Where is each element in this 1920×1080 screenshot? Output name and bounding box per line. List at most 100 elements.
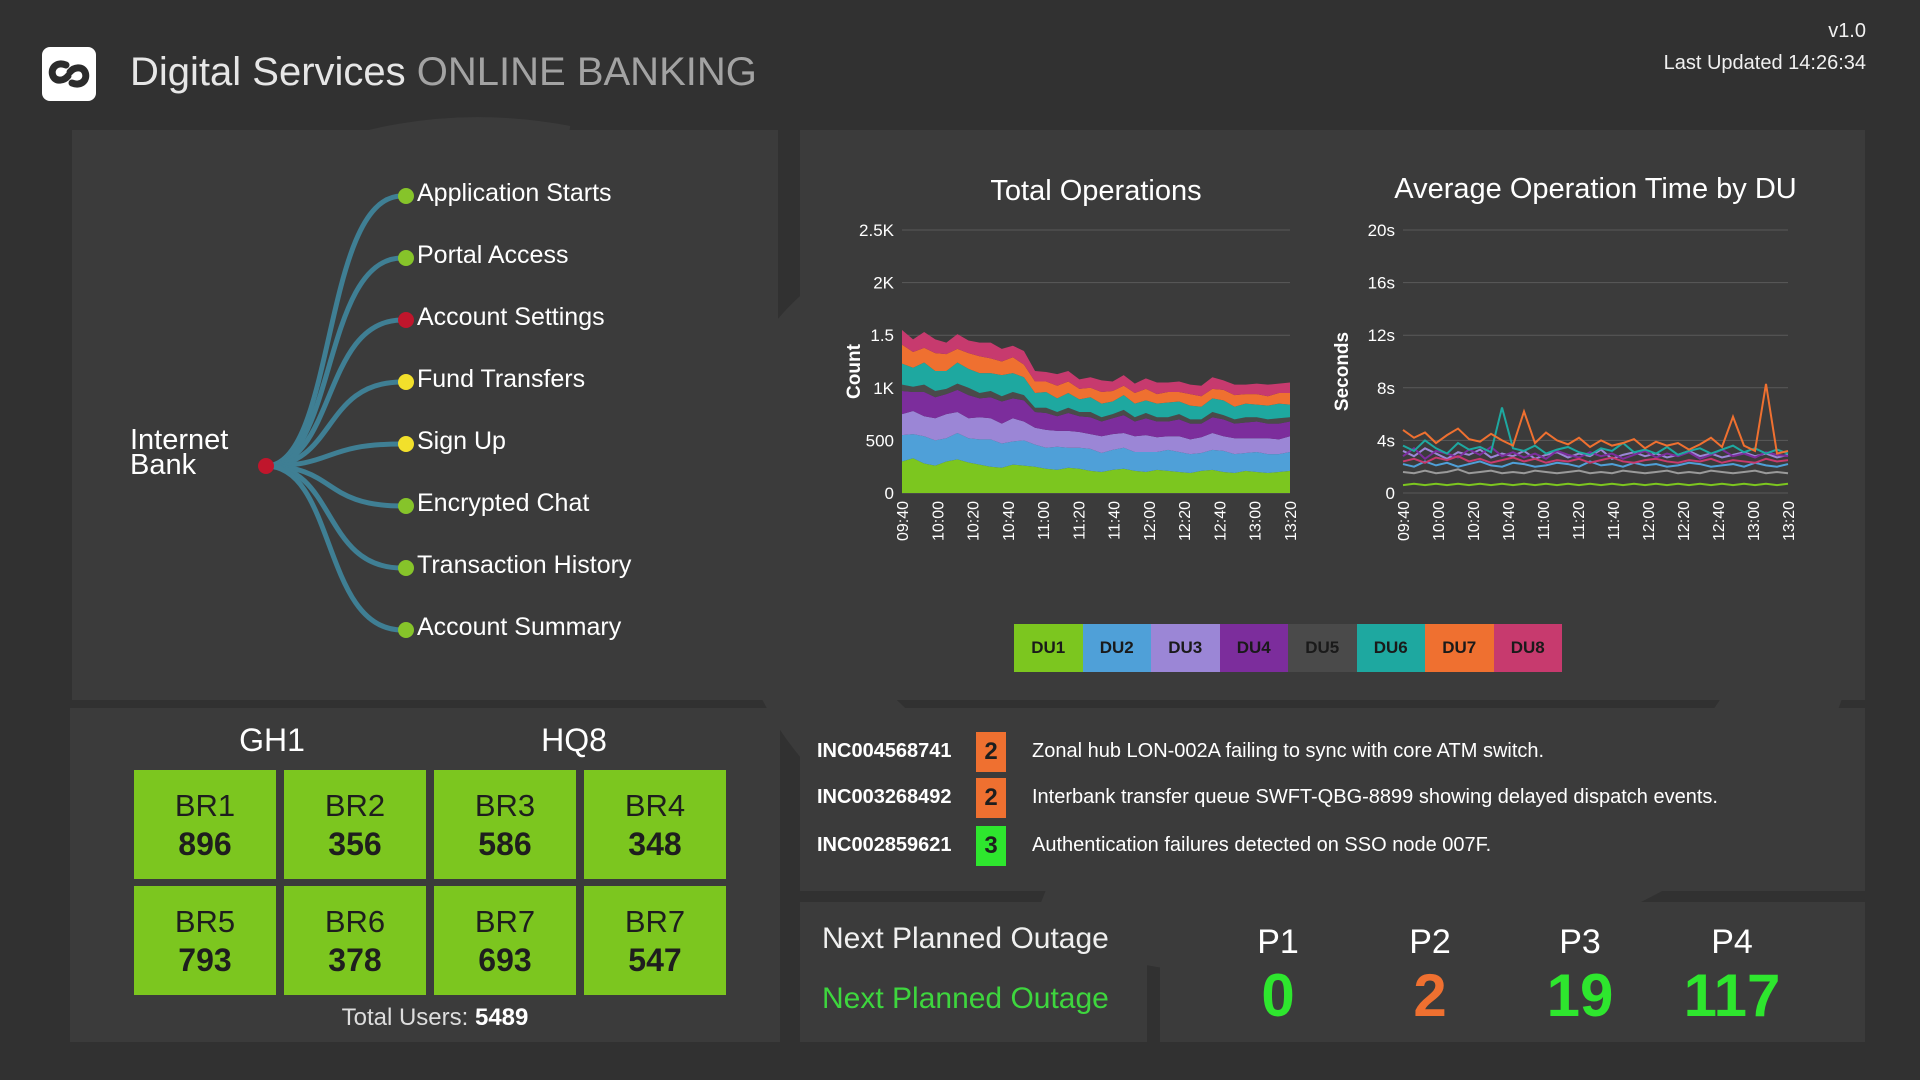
page-title: Digital Services ONLINE BANKING [130, 50, 757, 95]
x-tick-label: 10:40 [1501, 501, 1518, 541]
y-tick-label: 2.5K [859, 221, 895, 240]
tree-item[interactable]: Encrypted Chat [398, 489, 590, 523]
tree-item[interactable]: Account Summary [398, 613, 622, 647]
x-tick-label: 12:40 [1711, 501, 1728, 541]
priority-value: 117 [1683, 962, 1781, 1029]
branch-tile[interactable]: BR2 356 [284, 770, 426, 879]
x-tick-label: 12:20 [1676, 501, 1693, 541]
avg-operation-time-chart: Average Operation Time by DU Seconds 0 4s 8s… [1332, 173, 1798, 541]
total-users-value: 5489 [474, 1004, 529, 1031]
branch-tile[interactable]: BR1 896 [134, 770, 276, 879]
line-series-du6 [1402, 407, 1789, 456]
outage-value: Next Planned Outage [822, 982, 1109, 1015]
chart-ylabel: Seconds [1332, 332, 1353, 411]
line-series-du3 [1402, 447, 1789, 460]
legend-item-du7[interactable]: DU7 [1425, 624, 1494, 672]
legend-item-du1[interactable]: DU1 [1014, 624, 1083, 672]
branch-user-count: 348 [628, 826, 682, 862]
branch-tile[interactable]: BR4 348 [584, 770, 726, 879]
tree-branch-line [265, 255, 403, 469]
priority-count-p2[interactable]: P2 2 [1360, 922, 1500, 1030]
status-dot [398, 436, 414, 452]
y-tick-label: 0 [1386, 484, 1395, 503]
line-series-du1 [1402, 482, 1789, 487]
branch-user-count: 793 [178, 942, 232, 978]
legend-item-du3[interactable]: DU3 [1151, 624, 1220, 672]
branch-tile[interactable]: BR7 693 [434, 886, 576, 995]
tree-item-label: Fund Transfers [417, 365, 586, 393]
branch-tile[interactable]: BR3 586 [434, 770, 576, 879]
last-updated-label: Last Updated 14:26:34 [1663, 52, 1866, 74]
branch-user-count: 547 [628, 942, 682, 978]
tree-item-label: Encrypted Chat [417, 489, 590, 517]
branch-tile[interactable]: BR5 793 [134, 886, 276, 995]
incident-description: Interbank transfer queue SWFT-QBG-8899 s… [1032, 786, 1718, 808]
incident-id[interactable]: INC004568741 [817, 740, 952, 762]
total-users-label: Total Users: [341, 1004, 475, 1031]
line-series-du5 [1402, 468, 1789, 475]
line-series-du8 [1402, 455, 1789, 464]
y-tick-label: 1K [873, 379, 894, 398]
y-tick-label: 2K [873, 274, 894, 293]
tree-root-status-dot [258, 458, 274, 474]
branch-name: BR1 [174, 788, 236, 823]
branch-user-count: 896 [178, 826, 232, 862]
app-logo [42, 47, 96, 101]
branch-name: BR4 [624, 788, 686, 823]
branch-user-count: 378 [328, 942, 382, 978]
status-dot [398, 312, 414, 328]
tree-item[interactable]: Transaction History [398, 551, 631, 585]
priority-label: P3 [1559, 923, 1601, 961]
y-tick-label: 12s [1368, 326, 1395, 345]
x-tick-label: 10:20 [1466, 501, 1483, 541]
area-series-du4 [902, 389, 1290, 440]
tree-root-label: Internet Bank [130, 426, 228, 480]
area-series-du6 [902, 362, 1290, 420]
legend-item-du6[interactable]: DU6 [1356, 624, 1425, 672]
tree-item[interactable]: Portal Access [398, 241, 569, 275]
branch-name: BR5 [174, 904, 236, 939]
y-tick-label: 1.5 [870, 326, 894, 345]
x-tick-label: 10:00 [930, 501, 947, 541]
branch-tile[interactable]: BR6 378 [284, 886, 426, 995]
tree-item[interactable]: Application Starts [398, 179, 612, 213]
priority-count-p4[interactable]: P4 117 [1662, 922, 1802, 1030]
area-series-du2 [902, 433, 1290, 474]
line-series-du4 [1402, 445, 1789, 461]
chart-ylabel: Count [844, 343, 865, 399]
priority-value: 0 [1261, 962, 1295, 1029]
x-tick-label: 11:40 [1107, 501, 1124, 540]
tree-item[interactable]: Account Settings [398, 303, 605, 337]
outage-title: Next Planned Outage [822, 922, 1109, 955]
branch-user-count: 356 [328, 826, 382, 862]
status-dot [398, 188, 414, 204]
tree-item-label: Portal Access [417, 241, 569, 269]
tree-item-label: Account Summary [417, 613, 622, 641]
branch-name: BR2 [324, 788, 386, 823]
branch-tile[interactable]: BR7 547 [584, 886, 726, 995]
x-tick-label: 10:40 [1001, 501, 1018, 541]
priority-value: 2 [1413, 962, 1447, 1029]
legend-item-du8[interactable]: DU8 [1493, 624, 1562, 672]
priority-count-p1[interactable]: P1 0 [1208, 922, 1348, 1030]
x-tick-label: 13:00 [1746, 501, 1763, 541]
tree-branch-line [265, 317, 403, 469]
y-tick-label: 8s [1377, 379, 1395, 398]
tree-item[interactable]: Fund Transfers [398, 365, 586, 399]
x-tick-label: 09:40 [895, 501, 912, 541]
incident-description: Authentication failures detected on SSO … [1032, 834, 1492, 856]
legend-item-du2[interactable]: DU2 [1082, 624, 1151, 672]
priority-label: P2 [1409, 923, 1451, 961]
incident-id[interactable]: INC002859621 [817, 834, 952, 856]
line-series-du7 [1402, 383, 1789, 455]
y-tick-label: 4s [1377, 431, 1395, 450]
total-operations-chart: Total Operations Count 0 500 1K 1.5 2K 2.5K 09:4… [844, 175, 1300, 541]
incident-description: Zonal hub LON-002A failing to sync with … [1032, 740, 1545, 762]
tree-item[interactable]: Sign Up [398, 427, 506, 461]
site-label-hq8: HQ8 [541, 722, 607, 758]
legend-item-du5[interactable]: DU5 [1288, 624, 1357, 672]
incident-id[interactable]: INC003268492 [817, 786, 952, 808]
priority-count-p3[interactable]: P3 19 [1510, 922, 1650, 1030]
legend-item-du4[interactable]: DU4 [1219, 624, 1288, 672]
